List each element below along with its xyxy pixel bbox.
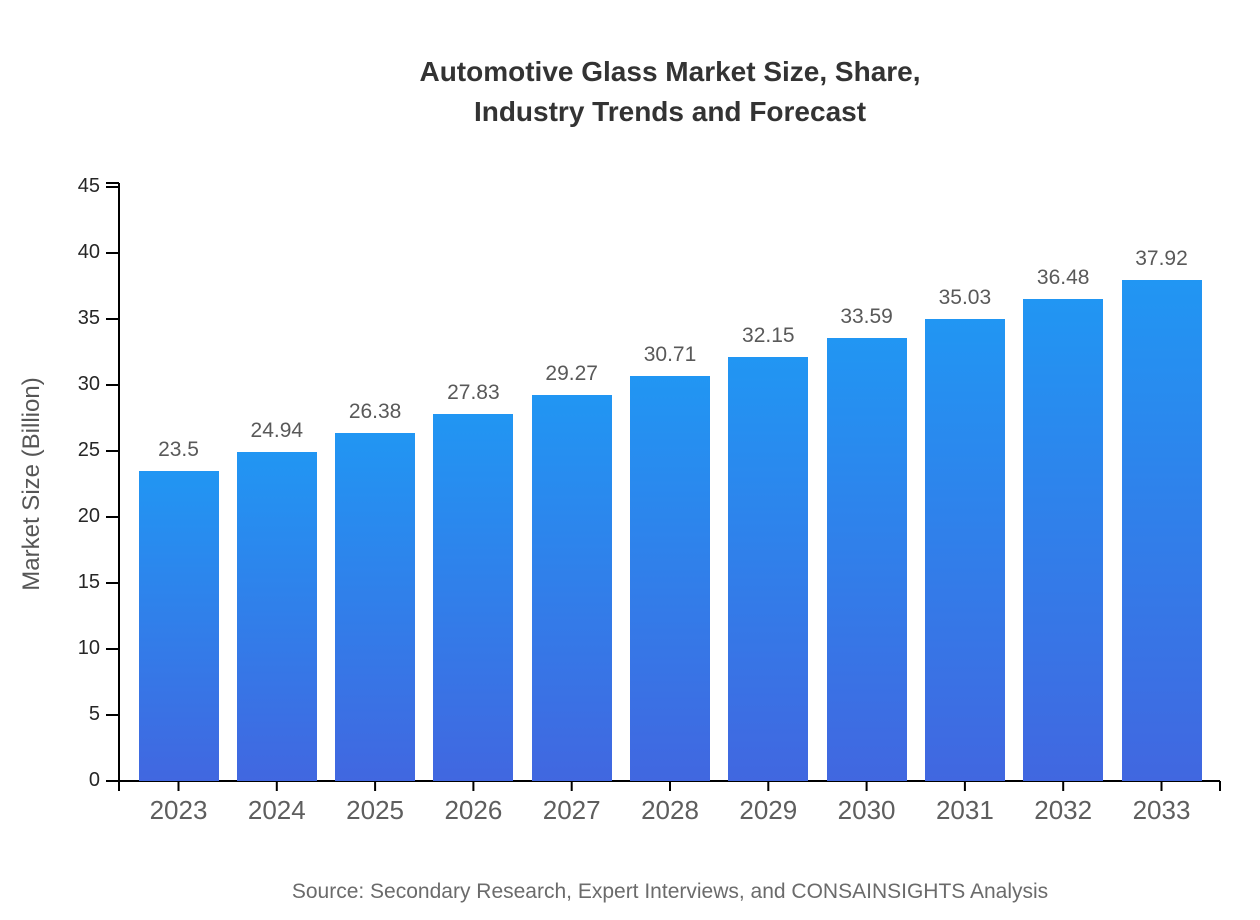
- y-tick-label-30: 30: [77, 373, 100, 395]
- y-tick-label-10: 10: [77, 637, 100, 659]
- bar-2027: [531, 394, 612, 781]
- y-tick-label-0: 0: [88, 769, 100, 791]
- x-tick-label-2032: 2032: [1034, 795, 1093, 825]
- x-tick-label-2027: 2027: [542, 795, 601, 825]
- x-tick-label-2029: 2029: [739, 795, 798, 825]
- bar-2023: [138, 470, 219, 781]
- y-tick-label-45: 45: [77, 175, 100, 197]
- bar-value-label-2024: 24.94: [250, 418, 304, 442]
- y-tick-label-15: 15: [77, 571, 100, 593]
- bar-2031: [924, 318, 1005, 781]
- x-tick-label-2025: 2025: [346, 795, 405, 825]
- axis-lines: [106, 182, 1221, 791]
- bar-value-label-2029: 32.15: [742, 323, 795, 347]
- x-tick-label-2024: 2024: [247, 795, 306, 825]
- bar-2032: [1023, 299, 1104, 781]
- chart-title-line1: Automotive Glass Market Size, Share,: [419, 56, 921, 87]
- bar-value-label-2026: 27.83: [447, 380, 500, 404]
- y-tick-label-5: 5: [88, 703, 100, 725]
- bar-value-label-2033: 37.92: [1135, 247, 1188, 271]
- bar-value-label-2027: 29.27: [545, 361, 598, 385]
- x-tick-label-2023: 2023: [149, 795, 208, 825]
- bar-value-label-2030: 33.59: [840, 304, 893, 328]
- bar-2033: [1121, 280, 1202, 781]
- bar-2024: [236, 451, 317, 781]
- bar-value-label-2031: 35.03: [938, 285, 992, 309]
- x-tick-label-2030: 2030: [837, 795, 896, 825]
- bar-2029: [728, 356, 809, 781]
- bar-value-label-2025: 26.38: [348, 399, 402, 423]
- bar-2026: [433, 413, 514, 781]
- bar-value-label-2023: 23.5: [158, 437, 199, 461]
- bar-value-label-2032: 36.48: [1036, 266, 1090, 290]
- chart-title: Automotive Glass Market Size, Share, Ind…: [120, 52, 1220, 132]
- y-tick-label-35: 35: [77, 307, 100, 329]
- bar-2030: [826, 337, 907, 781]
- x-tick-label-2033: 2033: [1132, 795, 1191, 825]
- x-tick-label-2028: 2028: [641, 795, 699, 825]
- y-tick-label-40: 40: [77, 241, 100, 263]
- chart-title-line2: Industry Trends and Forecast: [473, 96, 867, 127]
- bar-value-label-2028: 30.71: [643, 342, 697, 366]
- x-tick-label-2031: 2031: [935, 795, 994, 825]
- x-tick-label-2026: 2026: [444, 795, 503, 825]
- source-attribution: Source: Secondary Research, Expert Inter…: [291, 880, 1049, 903]
- bar-2028: [630, 375, 710, 781]
- y-tick-label-25: 25: [77, 439, 100, 461]
- bar-2025: [335, 432, 416, 781]
- y-tick-label-20: 20: [77, 505, 100, 527]
